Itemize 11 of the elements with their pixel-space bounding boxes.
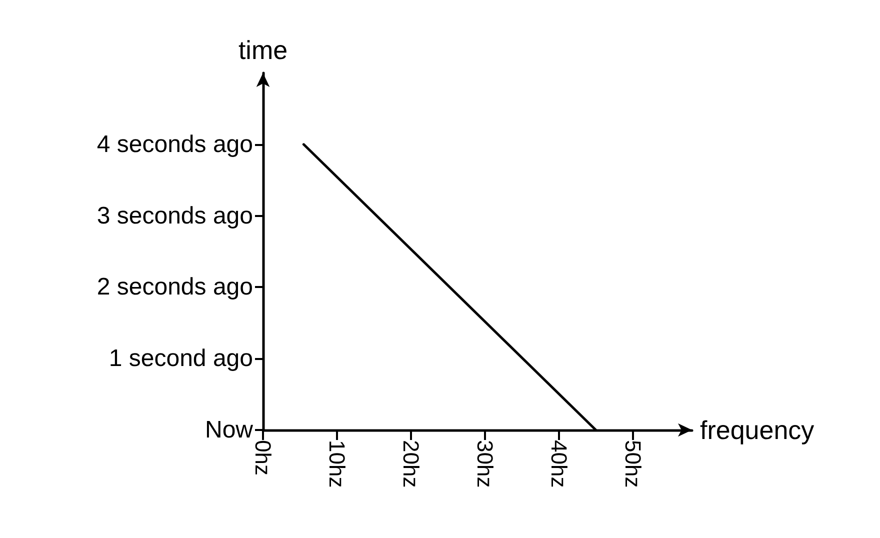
x-tick-label: 20hz [398,440,424,488]
x-tick-label: 50hz [620,440,646,488]
y-tick-label: 4 seconds ago [96,130,253,158]
y-tick-label: 2 seconds ago [96,274,253,301]
x-tick-label: 30hz [472,440,498,488]
x-tick-label: 40hz [546,440,572,488]
y-tick-label: 3 seconds ago [96,202,253,230]
y-axis-title: time [238,35,288,65]
x-tick-label: 10hz [324,440,350,488]
y-tick-label: 1 second ago [108,345,253,372]
x-axis-title: frequency [700,415,814,445]
